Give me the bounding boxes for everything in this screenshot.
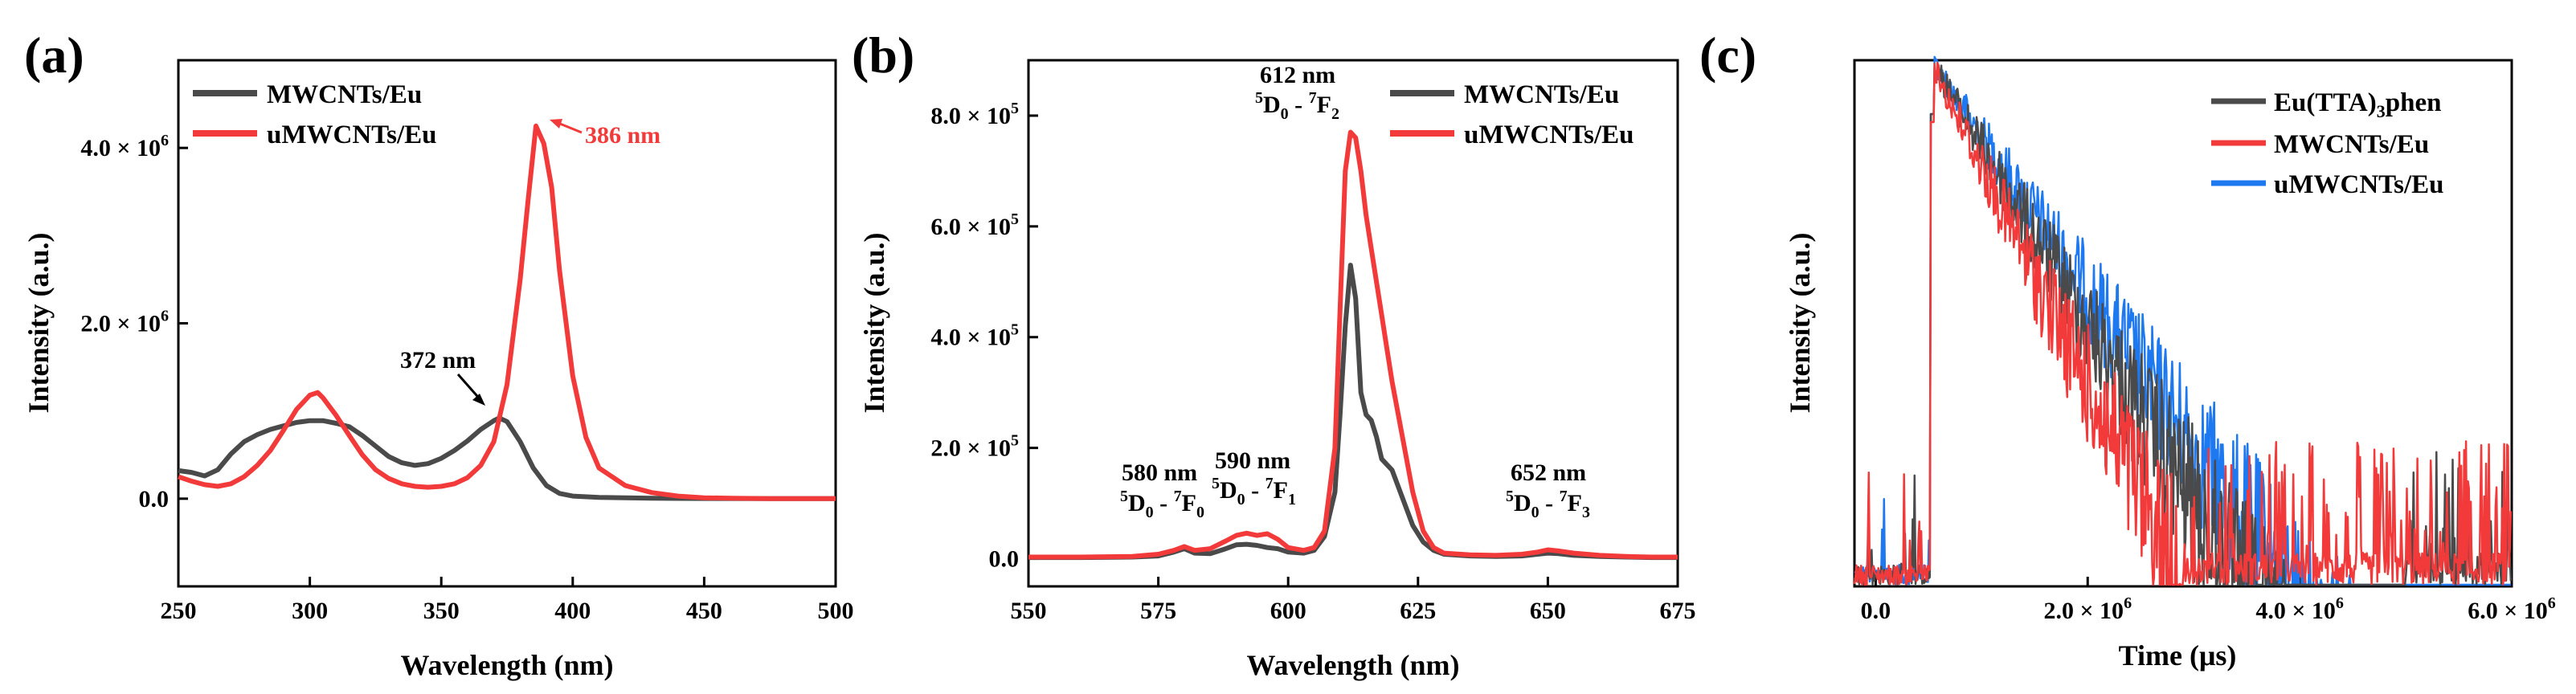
y-tick-label: 8.0 × 105 [930,100,1019,129]
annotation-372nm: 372 nm [400,347,476,374]
annotation-372nm-arrowhead [472,394,485,406]
x-tick-label: 0.0 [1861,598,1891,624]
x-tick-label: 650 [1530,598,1566,624]
series-line-mwcnts-eu [178,415,836,501]
x-tick-label: 575 [1140,598,1176,624]
panel-b-legend: MWCNTs/Eu uMWCNTs/Eu [1390,80,1634,149]
panel-b-label: (b) [852,27,914,84]
x-tick-label: 550 [1011,598,1047,624]
x-tick-label: 300 [292,598,328,624]
panel-b-x-ticks: 550 575 600 625 650 675 [1011,577,1696,624]
panel-a-x-ticks: 250 300 350 400 450 500 [161,577,854,624]
series-line-umwcnts-eu [1028,129,1678,560]
legend-label-mwcnts: MWCNTs/Eu [1464,80,1619,109]
y-tick-label: 2.0 × 105 [930,432,1019,462]
x-tick-label: 4.0 × 106 [2255,594,2344,624]
series-line-umwcnts-eu [178,123,836,501]
legend-label-mwcnts: MWCNTs/Eu [2274,130,2429,159]
panel-a-series [178,123,836,501]
annotation-580nm-transition: 5D0 - 7F0 [1120,488,1204,521]
panel-b-y-label: Intensity (a.u.) [858,232,890,413]
panel-a-x-label: Wavelength (nm) [401,649,614,681]
y-tick-label: 6.0 × 105 [930,210,1019,240]
annotation-652nm-wavelength: 652 nm [1511,459,1586,486]
annotation-580nm-wavelength: 580 nm [1122,459,1197,486]
panel-a-y-ticks: 0.0 2.0 × 106 4.0 × 106 [80,132,188,512]
panel-c-frame [1853,59,2513,588]
legend-label-umwcnts: uMWCNTs/Eu [267,120,437,149]
panel-b-x-label: Wavelength (nm) [1247,649,1460,681]
panel-a-y-label: Intensity (a.u.) [22,232,55,413]
annotation-612nm-wavelength: 612 nm [1260,62,1335,88]
legend-label-mwcnts: MWCNTs/Eu [267,80,422,109]
x-tick-label: 600 [1270,598,1306,624]
legend-label-eutta: Eu(TTA)3phen [2274,88,2441,121]
y-tick-label: 4.0 × 105 [930,321,1019,351]
panel-c-legend: Eu(TTA)3phen MWCNTs/Eu uMWCNTs/Eu [2202,76,2499,205]
legend-label-umwcnts: uMWCNTs/Eu [2274,170,2444,199]
annotation-580nm: 580 nm 5D0 - 7F0 [1120,459,1204,521]
x-tick-label: 500 [818,598,854,624]
panel-c-x-ticks: 0.0 2.0 × 106 4.0 × 106 6.0 × 106 [1861,577,2556,624]
panel-b-frame [1027,59,1679,588]
y-tick-label: 2.0 × 106 [80,308,169,337]
annotation-590nm: 590 nm 5D0 - 7F1 [1212,447,1296,508]
panel-c-x-label: Time (μs) [2119,639,2237,672]
annotation-652nm: 652 nm 5D0 - 7F3 [1506,459,1590,521]
panel-b-y-ticks: 0.0 2.0 × 105 4.0 × 105 6.0 × 105 8.0 × 105 [930,100,1038,573]
panel-a-label: (a) [24,27,84,84]
panel-c: (c) 0.0 2.0 × 106 4.0 × 106 6.0 × 106 Time … [1699,27,2556,672]
annotation-386nm: 386 nm [585,122,660,149]
panel-c-label: (c) [1699,27,1756,84]
legend-label-umwcnts: uMWCNTs/Eu [1464,120,1634,149]
x-tick-label: 400 [554,598,591,624]
x-tick-label: 450 [686,598,722,624]
panel-b-series [1028,129,1678,561]
series-line-mwcnts-eu [1853,61,2513,586]
panel-a: (a) 250 300 350 400 450 500 0.0 2.0 × 106 4.0 ×… [22,27,854,681]
y-tick-label: 0.0 [989,546,1020,573]
annotation-386nm-arrowhead [550,119,562,129]
x-tick-label: 250 [161,598,197,624]
x-tick-label: 625 [1400,598,1436,624]
panel-b: (b) 550 575 600 625 650 675 0.0 2.0 × 105 4.0 ×… [852,27,1696,681]
panel-c-series [1853,55,2513,586]
annotation-590nm-wavelength: 590 nm [1215,447,1290,474]
x-tick-label: 6.0 × 106 [2468,594,2556,624]
x-tick-label: 2.0 × 106 [2043,594,2132,624]
x-tick-label: 350 [423,598,460,624]
annotation-590nm-transition: 5D0 - 7F1 [1212,475,1296,508]
annotation-612nm-transition: 5D0 - 7F2 [1255,89,1339,123]
panel-c-y-label: Intensity (a.u.) [1784,232,1816,413]
x-tick-label: 675 [1660,598,1696,624]
y-tick-label: 4.0 × 106 [80,132,169,161]
series-line-eu-tta- [1853,63,2513,586]
panel-a-legend: MWCNTs/Eu uMWCNTs/Eu [193,80,437,149]
annotation-612nm: 612 nm 5D0 - 7F2 [1255,62,1339,123]
annotation-652nm-transition: 5D0 - 7F3 [1506,488,1590,521]
y-tick-label: 0.0 [139,486,170,512]
